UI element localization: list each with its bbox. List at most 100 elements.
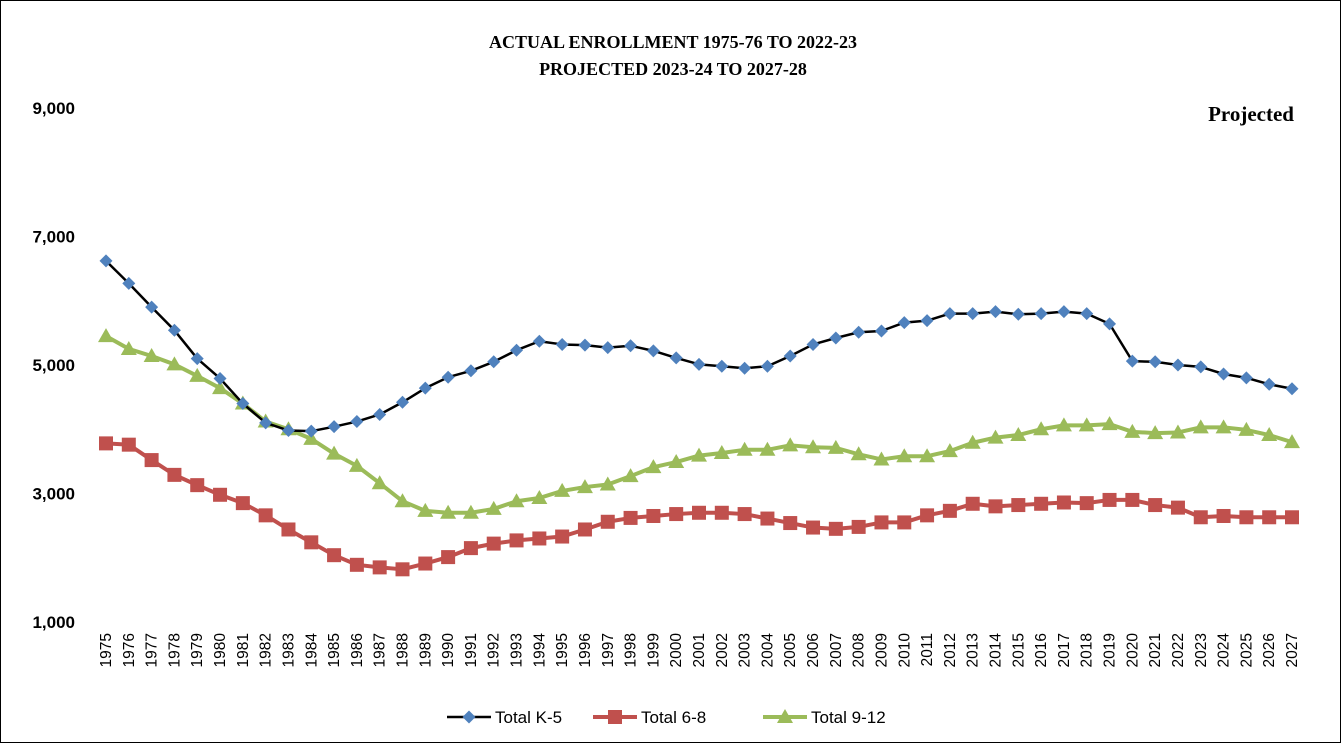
x-tick-label: 1988 [395,633,412,667]
data-point [1284,434,1300,449]
data-point [576,479,593,494]
x-tick-label: 2003 [737,633,754,667]
data-point [736,441,753,456]
data-point [873,451,890,466]
data-point [440,504,457,519]
data-point [1055,417,1072,432]
chart-subtitle: PROJECTED 2023-24 TO 2027-28 [539,59,807,79]
data-point [759,441,776,456]
data-point [1080,307,1094,321]
data-point [692,505,706,520]
x-tick-label: 1994 [531,633,548,668]
x-tick-label: 1975 [98,633,115,667]
data-point [1125,492,1140,507]
data-point [623,510,638,525]
data-point [120,340,137,355]
data-point [554,482,571,497]
x-tick-label: 2026 [1261,633,1278,667]
data-point [166,356,183,371]
data-point [1239,510,1254,525]
data-point [1215,419,1232,434]
data-point [1125,354,1139,368]
data-point [1194,360,1208,374]
data-point [485,500,502,515]
data-point [1285,382,1299,396]
x-tick-label: 1997 [600,633,617,667]
data-point [1193,510,1208,525]
data-point [920,314,934,328]
y-tick-label: 1,000 [32,613,75,632]
data-point [919,448,936,463]
data-point [1170,500,1185,515]
data-point [98,328,114,343]
data-point [555,529,570,544]
data-point [213,487,228,502]
series-total-6-8 [99,436,1299,577]
data-point [417,502,434,517]
data-point [760,511,775,526]
chart-title: ACTUAL ENROLLMENT 1975-76 TO 2022-23 [489,32,857,52]
data-point [122,276,136,290]
data-point [396,395,409,409]
x-tick-label: 1987 [372,633,389,667]
data-point [462,504,479,519]
data-point [259,416,273,430]
x-tick-label: 2000 [668,633,685,668]
data-point [851,519,866,534]
data-point [1056,495,1071,510]
data-point [669,507,684,522]
x-tick-label: 1980 [212,633,229,668]
data-point [372,560,387,575]
data-point [624,339,638,353]
x-tick-label: 2014 [988,633,1005,668]
data-point [1148,498,1163,513]
data-point [235,496,250,511]
data-point [760,359,774,373]
x-tick-label: 1996 [577,633,594,667]
data-point [213,371,227,385]
x-tick-label: 2024 [1216,633,1233,668]
data-point [806,337,820,351]
data-point [1239,371,1253,385]
data-point [303,430,320,445]
data-point [1034,307,1048,321]
data-point [1101,416,1118,431]
legend-item: Total 9-12 [763,708,886,727]
data-point [646,344,660,358]
x-tick-label: 1995 [554,633,571,667]
data-point [897,515,912,530]
x-tick-label: 2012 [942,633,959,667]
data-point [1217,367,1231,381]
legend-marker [777,709,793,723]
data-point [509,533,524,548]
data-point [783,516,798,531]
data-point [394,493,411,508]
data-point [1171,358,1185,372]
data-point [464,364,478,378]
data-point [1079,496,1094,511]
data-point [349,557,364,572]
data-point [327,548,342,563]
x-tick-label: 2008 [851,633,868,667]
x-tick-label: 1977 [144,633,161,667]
data-point [350,415,364,429]
data-point [304,535,319,550]
x-tick-label: 1978 [166,633,183,667]
data-point [966,307,980,321]
data-point [988,499,1003,514]
x-tick-label: 2027 [1284,633,1301,667]
legend-label: Total 6-8 [641,708,706,727]
x-tick-label: 1998 [623,633,640,667]
data-point [782,437,799,452]
data-point [669,351,683,365]
data-point [646,508,661,523]
x-tick-label: 2004 [759,633,776,668]
data-point [1034,496,1049,511]
data-point [167,323,181,337]
x-tick-label: 1991 [463,633,480,667]
data-point [601,341,615,355]
series-layer [98,254,1300,577]
x-tick-label: 2006 [805,633,822,667]
